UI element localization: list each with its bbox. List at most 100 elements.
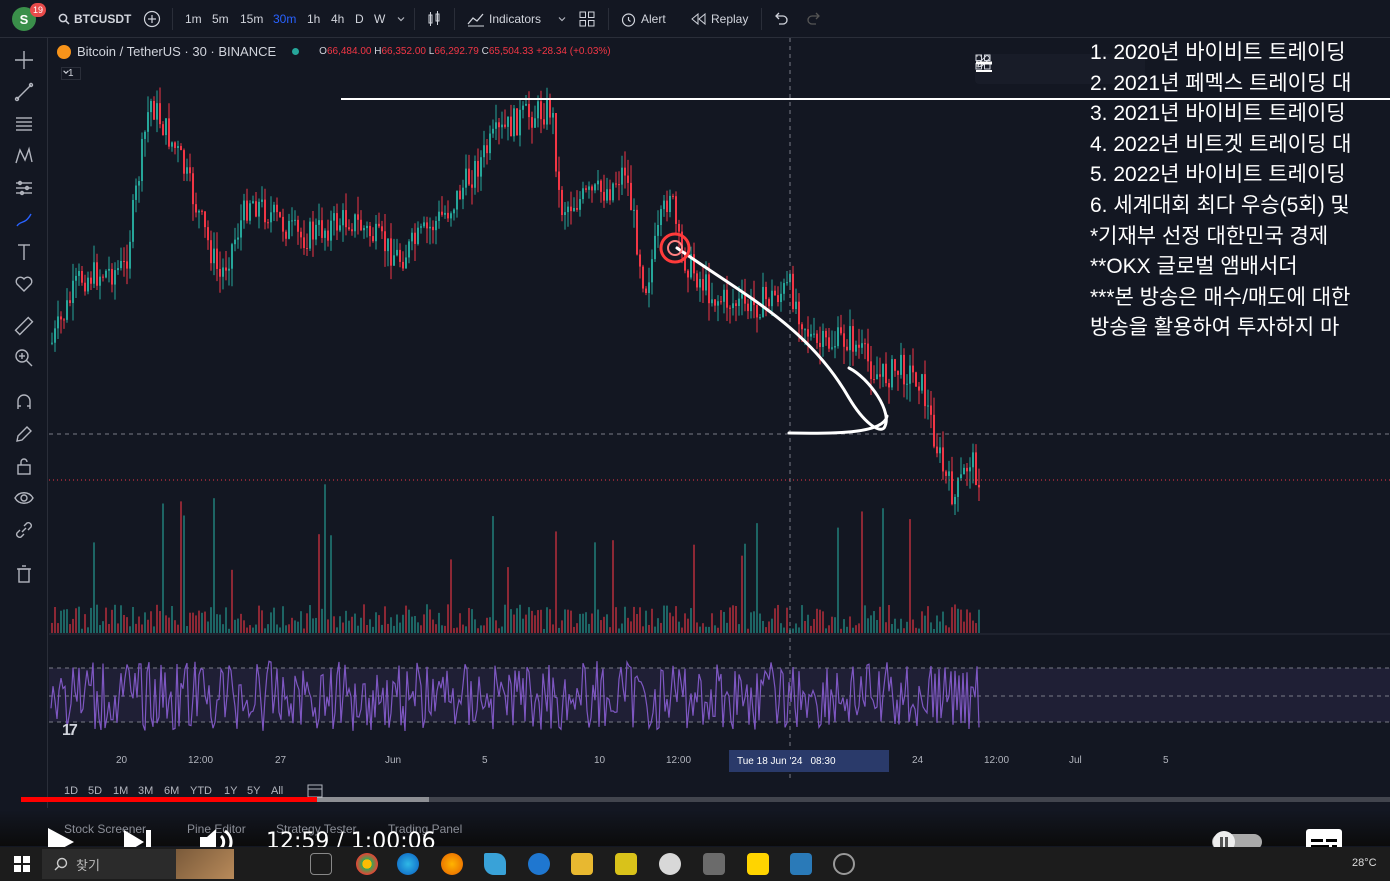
range-1m-button[interactable]: 1M: [113, 785, 129, 797]
indicator-collapse-button[interactable]: 1: [61, 67, 81, 80]
brush-tool[interactable]: [12, 208, 36, 232]
layouts-button[interactable]: [579, 10, 595, 28]
calculator-icon[interactable]: [703, 853, 725, 875]
indicators-dropdown[interactable]: [557, 10, 567, 28]
volume-bar: [939, 621, 941, 633]
video-progress-bar[interactable]: [21, 797, 1390, 802]
interval-5m[interactable]: 5m: [212, 12, 229, 26]
trend-line-tool[interactable]: [12, 80, 36, 104]
volume-bar: [126, 617, 128, 633]
volume-bar: [57, 623, 59, 633]
candle-body: [741, 293, 743, 299]
tab-pine-editor[interactable]: Pine Editor: [187, 822, 246, 836]
firefox-icon[interactable]: [441, 853, 463, 875]
range-5y-button[interactable]: 5Y: [247, 785, 261, 797]
interval-15m[interactable]: 15m: [240, 12, 264, 26]
task-view-icon[interactable]: [310, 853, 332, 875]
chrome-icon[interactable]: [356, 853, 378, 875]
range-3m-button[interactable]: 3M: [138, 785, 154, 797]
measure-tool[interactable]: [12, 314, 36, 338]
volume-bar: [927, 606, 929, 633]
volume-bar: [645, 610, 647, 633]
candle-body: [354, 214, 356, 232]
volume-bar: [729, 607, 731, 633]
tradingview-logo[interactable]: 17: [62, 722, 78, 739]
volume-bar: [903, 628, 905, 633]
range-ytd-button[interactable]: YTD: [190, 785, 212, 797]
bird-app-icon[interactable]: [484, 853, 506, 875]
candle-body: [522, 105, 524, 110]
internet-explorer-icon[interactable]: [528, 853, 550, 875]
add-symbol-button[interactable]: [143, 10, 161, 28]
chart-pane[interactable]: Bitcoin / TetherUS · 30 · BINANCE O66,48…: [49, 38, 1390, 778]
interval-dropdown[interactable]: [396, 10, 406, 28]
icons-tool[interactable]: [12, 272, 36, 296]
cloud-app-icon[interactable]: [659, 853, 681, 875]
crosshair-icon: [15, 51, 33, 69]
obs-icon[interactable]: [833, 853, 855, 875]
interval-d[interactable]: D: [355, 12, 364, 26]
pattern-tool[interactable]: [12, 144, 36, 168]
range-all-button[interactable]: All: [271, 785, 284, 797]
candle-body: [975, 452, 977, 485]
volume-bar: [912, 619, 914, 633]
volume-bar: [894, 618, 896, 633]
sticky-app-icon[interactable]: [615, 853, 637, 875]
tab-trading-panel[interactable]: Trading Panel: [388, 822, 463, 836]
link-tool[interactable]: [12, 518, 36, 542]
interval-4h[interactable]: 4h: [331, 12, 345, 26]
indicators-button[interactable]: Indicators: [467, 10, 541, 28]
candle-body: [963, 467, 965, 475]
symbol-search-button[interactable]: BTCUSDT: [58, 10, 131, 28]
range-6m-button[interactable]: 6M: [164, 785, 180, 797]
volume-bar: [786, 607, 788, 633]
undo-button[interactable]: [773, 10, 789, 28]
candle-body: [888, 383, 890, 388]
redo-button[interactable]: [806, 10, 822, 28]
zoom-tool[interactable]: [12, 346, 36, 370]
kakaotalk-icon[interactable]: [747, 853, 769, 875]
hide-drawings-tool[interactable]: [12, 486, 36, 510]
app-icon[interactable]: [790, 853, 812, 875]
volume-bar: [618, 628, 620, 633]
windows-start-icon[interactable]: [14, 856, 30, 872]
time-axis[interactable]: 20 12:00 27 Jun 5 10 12:00 Tue 18 Jun '2…: [49, 750, 1390, 772]
range-1y-button[interactable]: 1Y: [224, 785, 238, 797]
close-label: C: [481, 46, 489, 57]
magnet-tool[interactable]: [12, 390, 36, 414]
crosshair-tool[interactable]: [12, 48, 36, 72]
interval-1h[interactable]: 1h: [307, 12, 321, 26]
candle-body: [186, 167, 188, 174]
interval-1m[interactable]: 1m: [185, 12, 202, 26]
text-tool[interactable]: [12, 240, 36, 264]
pair-title[interactable]: Bitcoin / TetherUS · 30 · BINANCE: [77, 44, 277, 59]
edge-icon[interactable]: [397, 853, 419, 875]
interval-30m[interactable]: 30m: [273, 12, 297, 26]
stay-drawing-tool[interactable]: [12, 422, 36, 446]
remove-drawings-tool[interactable]: [12, 562, 36, 586]
range-1d-button[interactable]: 1D: [64, 785, 79, 797]
line-width-icon[interactable]: [975, 54, 993, 72]
volume-bar: [54, 606, 56, 633]
candle-body: [609, 189, 611, 201]
tab-strategy-tester[interactable]: Strategy Tester: [276, 822, 357, 836]
time-tick-label: 10: [594, 755, 606, 766]
chart-type-button[interactable]: [425, 10, 443, 28]
taskbar-search[interactable]: 찾기: [42, 849, 234, 879]
file-explorer-icon[interactable]: [571, 853, 593, 875]
candle-body: [891, 359, 893, 388]
red-circle-marker: [659, 232, 691, 264]
low-value: 66,292.79: [434, 46, 479, 57]
replay-button[interactable]: Replay: [690, 10, 748, 28]
price-chart[interactable]: [49, 38, 1390, 778]
volume-bar: [246, 627, 248, 633]
divider: [414, 8, 415, 30]
alert-button[interactable]: Alert: [620, 10, 666, 28]
interval-w[interactable]: W: [374, 12, 386, 26]
candle-body: [399, 249, 401, 262]
fib-tool[interactable]: [12, 112, 36, 136]
lock-drawings-tool[interactable]: [12, 454, 36, 478]
volume-bar: [450, 559, 452, 633]
forecast-tool[interactable]: [12, 176, 36, 200]
range-5d-button[interactable]: 5D: [88, 785, 103, 797]
